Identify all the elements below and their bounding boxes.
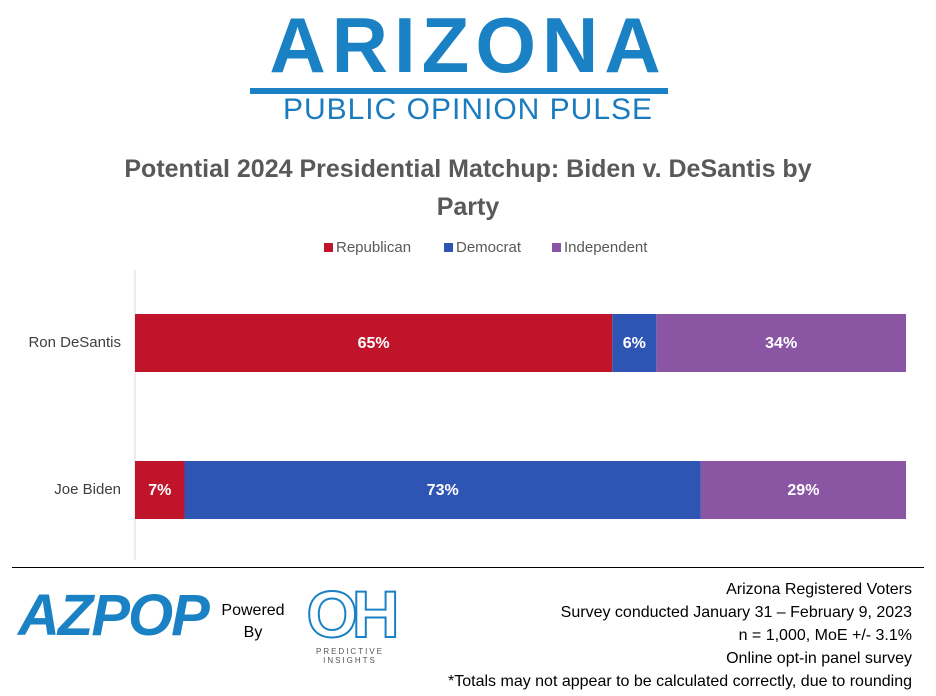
chart: Republican Democrat Independent Ron DeSanti… bbox=[28, 239, 906, 560]
note: n = 1,000, MoE +/- 3.1% bbox=[738, 627, 912, 644]
footer-rule bbox=[12, 567, 924, 568]
partner-name: PREDICTIVE INSIGHTS bbox=[315, 647, 384, 665]
bar-segment bbox=[184, 461, 701, 519]
legend-label: Independent bbox=[564, 239, 648, 256]
bar-segment bbox=[135, 461, 185, 519]
note: Online opt-in panel survey bbox=[726, 650, 912, 667]
bar-segment bbox=[612, 314, 657, 372]
note: Arizona Registered Voters bbox=[726, 581, 912, 598]
value-label: 73% bbox=[427, 482, 459, 499]
tagline: PUBLIC OPINION PULSE bbox=[282, 93, 654, 126]
partner-logo: OH bbox=[306, 576, 401, 652]
legend-swatch bbox=[444, 243, 453, 252]
legend-swatch bbox=[324, 243, 333, 252]
legend-swatch bbox=[552, 243, 561, 252]
powered-by: Powered By bbox=[221, 602, 285, 641]
notes: Arizona Registered Voters Survey conducte… bbox=[448, 578, 912, 693]
value-label: 34% bbox=[765, 335, 797, 352]
value-label: 7% bbox=[148, 482, 171, 499]
category-label: Ron DeSantis bbox=[28, 334, 121, 351]
bar-segment bbox=[135, 314, 613, 372]
value-label: 6% bbox=[623, 335, 646, 352]
chart-title: Potential 2024 Presidential Matchup: Bid… bbox=[124, 155, 812, 221]
logo: AZPOP bbox=[18, 583, 210, 648]
legend-label: Democrat bbox=[456, 239, 522, 256]
value-label: 29% bbox=[787, 482, 819, 499]
legend-label: Republican bbox=[336, 239, 411, 256]
bar-segment bbox=[656, 314, 906, 372]
value-label: 65% bbox=[358, 335, 390, 352]
note: *Totals may not appear to be calculated … bbox=[448, 673, 912, 690]
bar-segment bbox=[700, 461, 906, 519]
brand: ARIZONA bbox=[269, 1, 667, 89]
note: Survey conducted January 31 – February 9… bbox=[560, 604, 912, 621]
brand-rule bbox=[250, 88, 668, 94]
category-label: Joe Biden bbox=[54, 481, 121, 498]
